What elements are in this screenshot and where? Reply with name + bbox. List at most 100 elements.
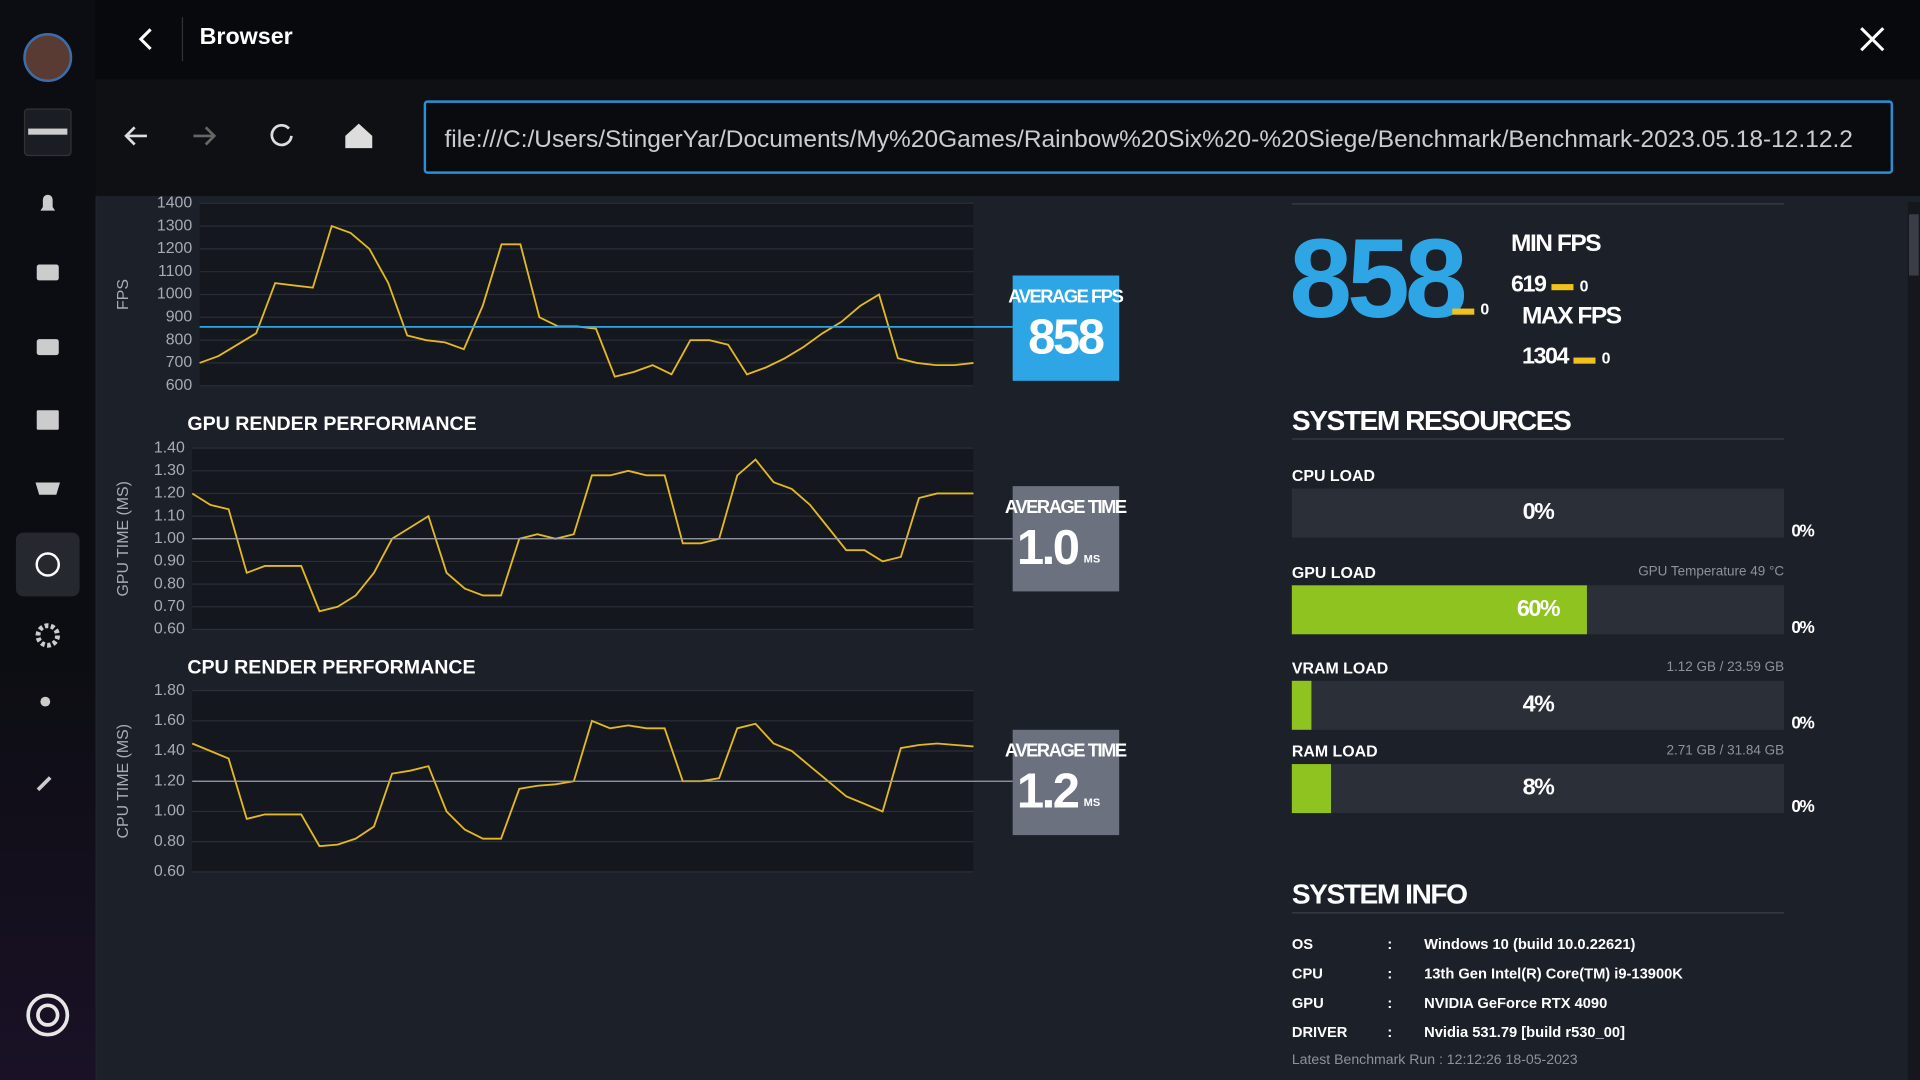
info-label: OS (1291, 935, 1314, 953)
y-tick-label: 1.80 (154, 682, 185, 699)
active-item (15, 532, 80, 597)
info-label: CPU (1291, 964, 1323, 983)
nav-home[interactable] (345, 123, 373, 149)
y-tick-label: 1.30 (154, 462, 185, 479)
resource-label: RAM LOAD (1291, 742, 1378, 761)
min-fps: 619 (1511, 271, 1547, 298)
nav-forward[interactable] (193, 126, 217, 146)
divider (1291, 203, 1785, 205)
max-fps-label: MAX FPS (1522, 302, 1622, 330)
y-tick-label: 1.00 (154, 803, 185, 820)
info-separator: : (1387, 1023, 1393, 1041)
y-tick-label: 600 (166, 377, 193, 394)
series-line (191, 719, 974, 848)
benchmark-footer: Latest Benchmark Run : 12:12:26 18-05-20… (1291, 1053, 1578, 1068)
average-unit: MS (1084, 797, 1101, 809)
average-title: AVERAGE FPS (1008, 285, 1123, 306)
sidebar (0, 0, 97, 1080)
divider (1291, 912, 1785, 914)
info-value: Nvidia 531.79 [build r530_00] (1424, 1023, 1626, 1041)
account-icon[interactable] (40, 696, 51, 707)
scroll-thumb[interactable] (1908, 214, 1919, 276)
close-button[interactable] (1860, 27, 1885, 52)
browser-icon[interactable] (35, 552, 61, 577)
charts: 600 700 800 900 1000 1100 1200 1300 1400 FPS AVERA… (115, 194, 1128, 880)
resource-detail: 1.12 GB / 23.59 GB (1666, 660, 1785, 675)
y-tick-label: 0.70 (154, 598, 185, 615)
series-line (191, 458, 974, 613)
library-icon[interactable] (36, 410, 59, 430)
info-separator: : (1387, 935, 1393, 953)
y-tick-label: 1000 (157, 286, 193, 303)
friends-icon[interactable] (36, 339, 59, 356)
resource-detail: GPU Temperature 49 °C (1638, 564, 1785, 580)
y-axis-label: CPU TIME (MS) (115, 724, 132, 839)
nav-back[interactable] (124, 126, 147, 146)
average-box (1012, 275, 1120, 381)
game-logo (28, 128, 68, 135)
info-label: GPU (1291, 994, 1324, 1012)
title-bar-icons (138, 17, 1885, 62)
resource-bar-track: 4% (1291, 680, 1785, 730)
section-title: SYSTEM RESOURCES (1291, 404, 1572, 436)
y-tick-label: 1.40 (154, 439, 185, 456)
y-tick-label: 1.10 (154, 507, 185, 524)
resource-bar (1291, 680, 1312, 730)
resource-label: GPU LOAD (1291, 563, 1376, 582)
nav-reload[interactable] (270, 123, 293, 147)
ubisoft-logo[interactable] (26, 993, 70, 1037)
address-bar[interactable]: file:///C:/Users/StingerYar/Documents/My… (423, 100, 1894, 174)
y-axis-label: FPS (115, 279, 132, 310)
resource-bar (1291, 585, 1588, 635)
y-tick-label: 0.60 (154, 863, 185, 880)
y-tick-label: 0.60 (154, 621, 185, 638)
info-value: 13th Gen Intel(R) Core(TM) i9-13900K (1424, 964, 1683, 983)
store-icon[interactable] (35, 482, 61, 495)
chart-title: GPU RENDER PERFORMANCE (187, 413, 476, 435)
resource-bar (1291, 764, 1332, 814)
page-title: Browser (199, 24, 293, 51)
average-box (1012, 486, 1120, 592)
scrollbar[interactable] (1907, 202, 1920, 1080)
y-tick-label: 1200 (157, 240, 193, 257)
y-tick-label: 1.60 (154, 712, 185, 729)
delta-dash (1452, 308, 1475, 315)
back-button[interactable] (138, 28, 152, 51)
chart-title: CPU RENDER PERFORMANCE (187, 657, 475, 679)
y-tick-label: 1.20 (154, 772, 185, 789)
info-label: DRIVER (1291, 1023, 1348, 1041)
y-tick-label: 1300 (157, 217, 193, 234)
chat-icon[interactable] (36, 264, 59, 281)
y-tick-label: 1.40 (154, 742, 185, 759)
average-unit: MS (1084, 553, 1101, 565)
info-separator: : (1387, 994, 1393, 1012)
section-title: SYSTEM INFO (1291, 877, 1468, 910)
resource-value: 4% (1522, 691, 1555, 718)
avatar[interactable] (23, 33, 73, 83)
y-tick-label: 1400 (157, 194, 193, 211)
y-tick-label: 1100 (158, 263, 192, 280)
average-fps: 858 (1289, 216, 1467, 342)
average-delta: 0 (1480, 300, 1490, 319)
info-value: Windows 10 (build 10.0.22621) (1424, 935, 1636, 953)
y-tick-label: 1.00 (154, 530, 185, 547)
resource-label: CPU LOAD (1291, 466, 1375, 485)
settings-icon[interactable] (35, 623, 61, 648)
resource-bar-track: 8% (1291, 764, 1785, 814)
average-value: 1.2 (1017, 765, 1079, 819)
resource-side-value: 0% (1791, 520, 1814, 541)
max-fps: 1304 (1522, 344, 1569, 370)
y-tick-label: 0.90 (154, 553, 185, 570)
ubisoft-logo-inner (36, 1003, 60, 1027)
nav-icons (124, 123, 373, 149)
tools-icon[interactable] (36, 776, 52, 792)
notifications-icon[interactable] (40, 194, 56, 211)
min-delta: 0 (1579, 276, 1589, 296)
resource-detail: 2.71 GB / 31.84 GB (1666, 743, 1785, 758)
resource-label: VRAM LOAD (1291, 658, 1389, 678)
resource-value: 60% (1516, 596, 1561, 623)
average-value: 858 (1028, 310, 1104, 364)
y-tick-label: 0.80 (154, 575, 185, 592)
title-bar: Browser (95, 0, 1920, 80)
